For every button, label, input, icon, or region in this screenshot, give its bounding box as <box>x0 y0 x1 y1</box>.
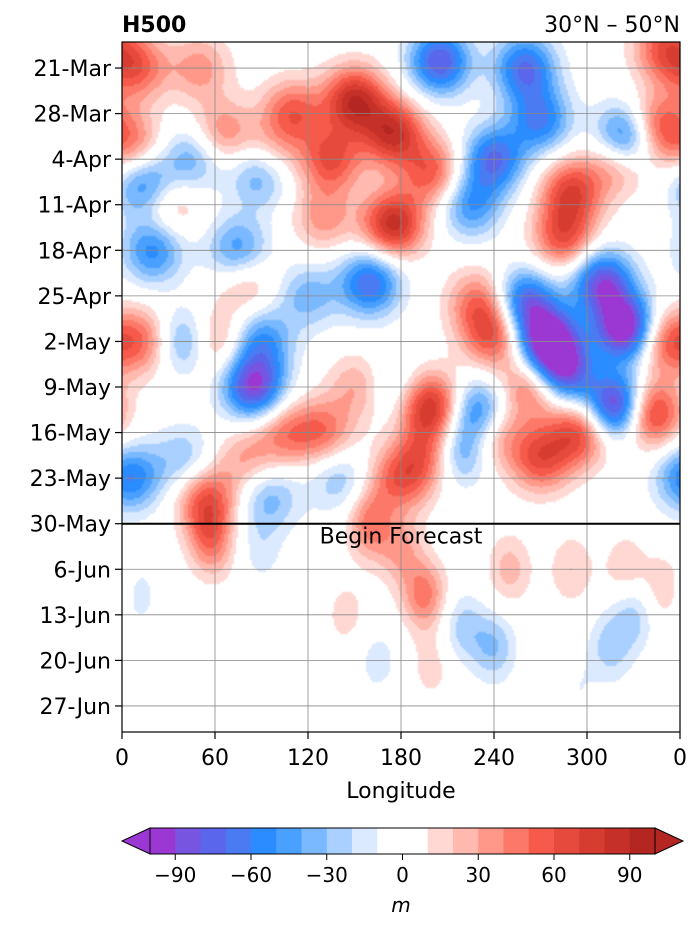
y-tick-label: 21-Mar <box>34 57 112 82</box>
x-axis-label: Longitude <box>346 779 455 804</box>
colorbar-swatch <box>200 828 227 854</box>
colorbar-swatch <box>175 828 201 854</box>
colorbar-tick-label: 30 <box>466 863 491 887</box>
colorbar-swatch <box>225 828 252 854</box>
forecast-label: Begin Forecast <box>320 525 483 550</box>
chart-title-left: H500 <box>122 13 186 38</box>
colorbar-swatch <box>276 828 302 854</box>
colorbar-swatch <box>604 828 631 854</box>
x-tick-label: 300 <box>566 746 608 771</box>
y-tick-label: 30-May <box>30 513 111 538</box>
colorbar-swatch <box>554 828 580 854</box>
x-tick-label: 120 <box>287 746 329 771</box>
colorbar-swatch <box>150 828 176 854</box>
x-tick-label: 240 <box>473 746 515 771</box>
colorbar-tick-label: 0 <box>396 863 409 887</box>
colorbar-swatch <box>326 828 353 854</box>
colorbar-swatch <box>629 828 656 854</box>
y-tick-label: 20-Jun <box>39 649 111 674</box>
chart-title-right: 30°N – 50°N <box>544 13 680 38</box>
x-axis: 0 60 120 180 240 300 0 <box>115 732 687 771</box>
colorbar-swatch <box>352 828 378 854</box>
grid <box>121 42 681 732</box>
colorbar-tick-label: −30 <box>306 863 348 887</box>
colorbar-swatch <box>453 828 479 854</box>
colorbar-swatch <box>528 828 555 854</box>
y-tick-label: 6-Jun <box>53 558 111 583</box>
y-tick-label: 9-May <box>44 376 111 401</box>
colorbar-label: m <box>391 893 410 917</box>
y-tick-label: 13-Jun <box>39 604 111 629</box>
x-tick-label: 60 <box>201 746 229 771</box>
x-tick-label: 180 <box>380 746 422 771</box>
colorbar-swatch <box>503 828 530 854</box>
colorbar-tick-label: −90 <box>154 863 196 887</box>
colorbar-extend-low <box>120 827 151 855</box>
y-tick-label: 23-May <box>30 467 111 492</box>
colorbar-tick-label: 60 <box>541 863 566 887</box>
colorbar-tick-label: −60 <box>230 863 272 887</box>
y-tick-label: 27-Jun <box>39 695 111 720</box>
plot-area: Begin Forecast <box>121 41 681 733</box>
y-axis: 21-Mar 28-Mar 4-Apr 11-Apr 18-Apr 25-Apr 2-May… <box>30 57 122 720</box>
colorbar-swatch <box>377 828 429 854</box>
y-tick-label: 4-Apr <box>51 148 111 173</box>
y-tick-label: 25-Apr <box>37 285 111 310</box>
y-tick-label: 11-Apr <box>37 194 111 219</box>
colorbar: −90 −60 −30 0 30 60 90 <box>120 827 685 887</box>
y-tick-label: 18-Apr <box>37 239 111 264</box>
y-tick-label: 2-May <box>44 330 111 355</box>
x-tick-label: 0 <box>115 746 129 771</box>
colorbar-swatch <box>251 828 277 854</box>
x-tick-label: 0 <box>673 746 687 771</box>
y-tick-label: 16-May <box>30 422 111 447</box>
colorbar-extend-high <box>654 827 685 855</box>
colorbar-swatch <box>579 828 605 854</box>
y-tick-label: 28-Mar <box>34 103 112 128</box>
colorbar-swatch <box>478 828 504 854</box>
colorbar-swatch <box>301 828 328 854</box>
colorbar-tick-label: 90 <box>617 863 642 887</box>
colorbar-swatch <box>427 828 454 854</box>
